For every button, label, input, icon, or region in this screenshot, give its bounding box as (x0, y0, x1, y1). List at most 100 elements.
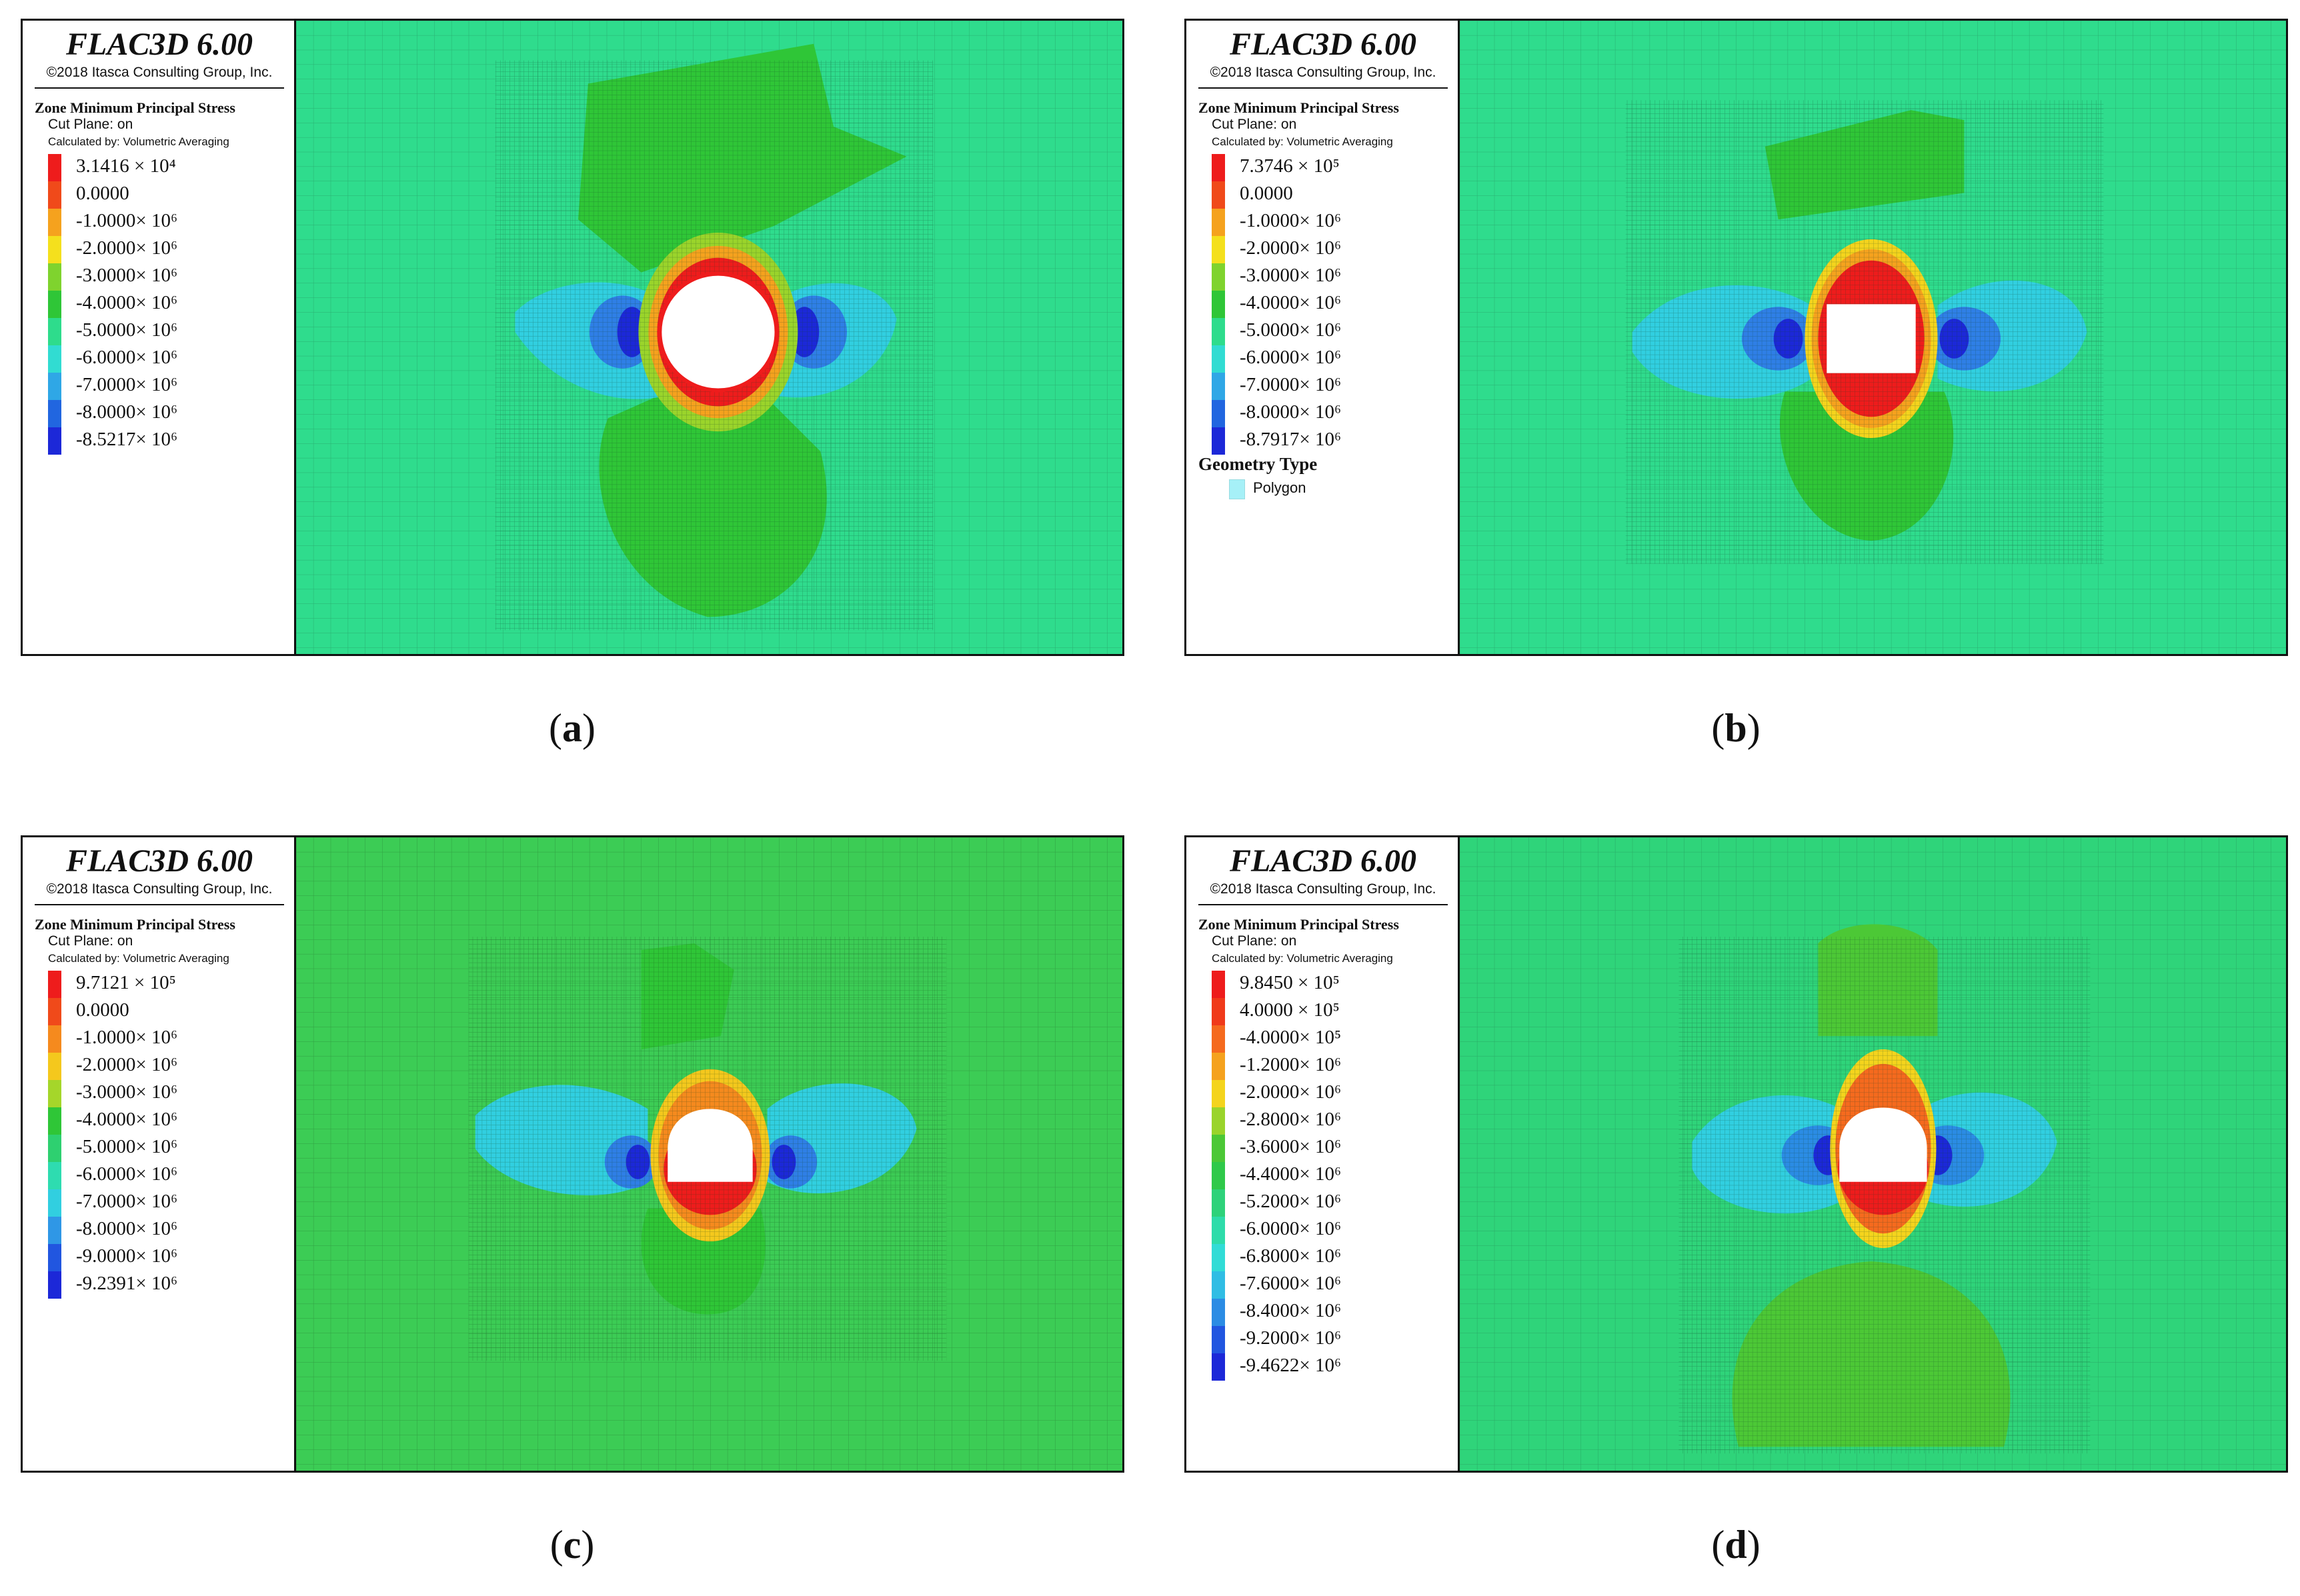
legend-swatch (1212, 291, 1225, 318)
legend-swatch (48, 1025, 61, 1053)
legend-swatch (1212, 263, 1225, 291)
legend-label: -4.4000× 10⁶ (1240, 1163, 1342, 1185)
legend-heading: Zone Minimum Principal Stress (1198, 916, 1399, 933)
legend-swatch (48, 1080, 61, 1107)
legend-label: -2.0000× 10⁶ (1240, 237, 1342, 259)
legend-label: -3.0000× 10⁶ (76, 1081, 178, 1103)
legend-swatch (48, 181, 61, 209)
legend-label: -8.0000× 10⁶ (76, 1218, 178, 1239)
legend-swatch (1212, 1053, 1225, 1080)
legend-label: -2.8000× 10⁶ (1240, 1109, 1342, 1130)
polygon-label: Polygon (1253, 479, 1306, 496)
legend-label: 3.1416 × 10⁴ (76, 155, 176, 177)
tunnel-opening (668, 1109, 753, 1182)
plot-c (294, 835, 1124, 1473)
legend-label: -9.2000× 10⁶ (1240, 1327, 1342, 1349)
legend-title: FLAC3D 6.00 (1229, 843, 1417, 879)
legend-label: -1.2000× 10⁶ (1240, 1054, 1342, 1075)
legend-divider (1198, 904, 1448, 905)
legend-swatch (1212, 345, 1225, 373)
legend-title: FLAC3D 6.00 (65, 843, 253, 879)
plot-a (294, 19, 1124, 656)
legend-label: 9.7121 × 10⁵ (76, 972, 176, 993)
legend-label: -1.0000× 10⁶ (1240, 210, 1342, 231)
legend-label: -4.0000× 10⁶ (76, 292, 178, 313)
tunnel-opening (658, 271, 779, 393)
legend-label: -1.0000× 10⁶ (76, 210, 178, 231)
panel-c: FLAC3D 6.00 ©2018 Itasca Consulting Grou… (21, 835, 1124, 1473)
legend-swatch (48, 1217, 61, 1244)
legend-swatch (48, 318, 61, 345)
legend-label: 0.0000 (76, 183, 129, 204)
legend-label: -6.8000× 10⁶ (1240, 1245, 1342, 1267)
legend-calculated: Calculated by: Volumetric Averaging (48, 952, 229, 965)
panel-d: FLAC3D 6.00 ©2018 Itasca Consulting Grou… (1184, 835, 2288, 1473)
legend-label: 9.8450 × 10⁵ (1240, 972, 1340, 993)
legend-copyright: ©2018 Itasca Consulting Group, Inc. (1210, 881, 1436, 897)
legend-title: FLAC3D 6.00 (65, 27, 253, 62)
legend-swatch (48, 998, 61, 1025)
legend-copyright: ©2018 Itasca Consulting Group, Inc. (46, 65, 273, 80)
legend-label: -9.4622× 10⁶ (1240, 1355, 1342, 1376)
legend-swatch (48, 400, 61, 427)
legend-label: -6.0000× 10⁶ (76, 1163, 178, 1185)
legend-label: -7.0000× 10⁶ (76, 1191, 178, 1212)
plot-b (1458, 19, 2288, 656)
stress-contour-a (296, 21, 1122, 654)
legend-swatch (48, 373, 61, 400)
legend-swatch (1212, 1217, 1225, 1244)
legend-label: -6.0000× 10⁶ (1240, 347, 1342, 368)
legend-calculated: Calculated by: Volumetric Averaging (1212, 135, 1393, 148)
legend-cut-plane: Cut Plane: on (48, 117, 133, 132)
legend-cut-plane: Cut Plane: on (48, 933, 133, 949)
stress-contour-c (296, 837, 1122, 1471)
legend-label: -7.0000× 10⁶ (76, 374, 178, 395)
legend-swatch (48, 236, 61, 263)
legend-swatch (48, 1053, 61, 1080)
legend-swatch (1212, 1135, 1225, 1162)
legend-swatch (1212, 998, 1225, 1025)
legend-heading: Zone Minimum Principal Stress (35, 916, 235, 933)
legend-copyright: ©2018 Itasca Consulting Group, Inc. (1210, 65, 1436, 80)
legend-swatch (48, 1189, 61, 1217)
legend-label: 0.0000 (1240, 183, 1293, 204)
legend-calculated: Calculated by: Volumetric Averaging (48, 135, 229, 148)
legend-label: -2.0000× 10⁶ (76, 237, 178, 259)
legend-swatch (1212, 1189, 1225, 1217)
fine-mesh-overlay (1678, 937, 2091, 1454)
legend-label: -8.5217× 10⁶ (76, 429, 178, 450)
legend-swatch (1212, 1326, 1225, 1353)
legend-swatch (48, 291, 61, 318)
plot-d (1458, 835, 2288, 1473)
panel-a: FLAC3D 6.00 ©2018 Itasca Consulting Grou… (21, 19, 1124, 656)
legend-label: -7.6000× 10⁶ (1240, 1273, 1342, 1294)
caption-b: (b) (1711, 706, 1761, 750)
legend-swatch (1212, 1025, 1225, 1053)
legend-divider (35, 904, 284, 905)
legend-label: -7.0000× 10⁶ (1240, 374, 1342, 395)
legend-swatch (1212, 1080, 1225, 1107)
legend-heading: Zone Minimum Principal Stress (35, 99, 235, 116)
legend-swatch (1212, 181, 1225, 209)
legend-swatch (1212, 400, 1225, 427)
legend-calculated: Calculated by: Volumetric Averaging (1212, 952, 1393, 965)
legend-label: 0.0000 (76, 999, 129, 1021)
legend-swatch (48, 263, 61, 291)
legend-label: -1.0000× 10⁶ (76, 1027, 178, 1048)
legend-swatch (1212, 971, 1225, 998)
legend-swatch (1212, 1299, 1225, 1326)
legend-swatch (1212, 318, 1225, 345)
legend-label: -2.0000× 10⁶ (1240, 1081, 1342, 1103)
legend-swatch (1212, 1271, 1225, 1299)
legend-swatch (1212, 427, 1225, 455)
legend-label: -9.2391× 10⁶ (76, 1273, 178, 1294)
legend-swatch (48, 427, 61, 455)
legend-swatch (1212, 1244, 1225, 1271)
legend-swatch (48, 1162, 61, 1189)
legend-divider (1198, 87, 1448, 89)
caption-d: (d) (1711, 1523, 1761, 1567)
legend-label: -4.0000× 10⁵ (1240, 1027, 1342, 1048)
legend-b: FLAC3D 6.00 ©2018 Itasca Consulting Grou… (1184, 19, 1458, 656)
legend-label: -6.0000× 10⁶ (1240, 1218, 1342, 1239)
polygon-swatch (1229, 479, 1245, 499)
